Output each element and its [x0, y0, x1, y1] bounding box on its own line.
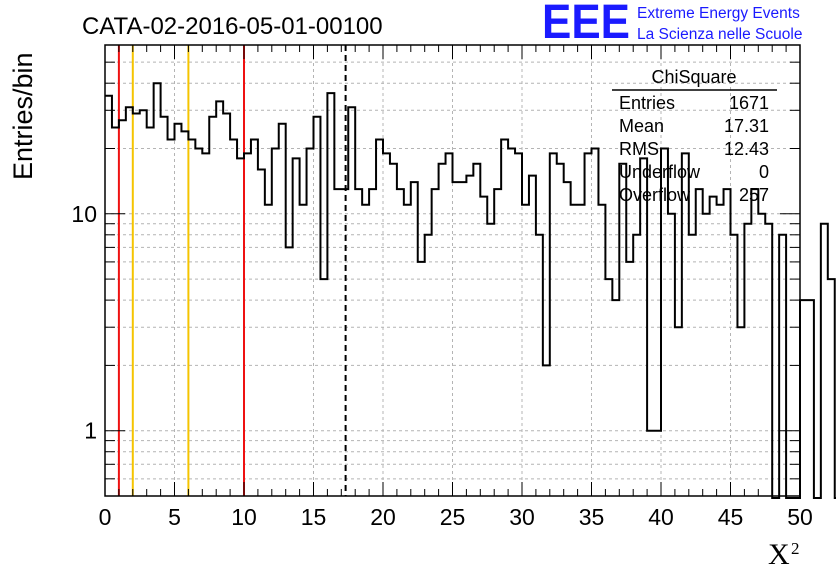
stats-value: 17.31 — [724, 116, 769, 136]
x-tick-label: 30 — [509, 504, 535, 530]
x-tick-label: 5 — [168, 504, 181, 530]
x-tick-label: 45 — [718, 504, 744, 530]
stats-label: Underflow — [619, 162, 701, 182]
stats-label: RMS — [619, 139, 659, 159]
x-tick-label: 50 — [787, 504, 813, 530]
stats-value: 257 — [739, 185, 769, 205]
x-tick-label: 0 — [99, 504, 112, 530]
x-tick-label: 25 — [440, 504, 466, 530]
y-tick-label: 10 — [71, 201, 97, 227]
axis-ticks — [104, 44, 801, 497]
x-tick-labels: 0 5 10 15 20 25 30 35 40 45 50 — [99, 504, 813, 530]
stats-label: Mean — [619, 116, 664, 136]
y-axis-title: Entries/bin — [8, 52, 38, 180]
stats-title: ChiSquare — [651, 67, 736, 87]
x-axis-title: X 2 — [768, 538, 800, 571]
stats-value: 0 — [759, 162, 769, 182]
x-tick-label: 35 — [579, 504, 605, 530]
y-tick-label: 1 — [84, 418, 97, 444]
stats-label: Entries — [619, 93, 675, 113]
x-tick-label: 40 — [648, 504, 674, 530]
eee-logo-mark: EEE — [542, 0, 630, 49]
stats-label: Overflow — [619, 185, 691, 205]
histogram-outline — [105, 82, 836, 499]
logo-line-1: Extreme Energy Events — [637, 5, 800, 22]
y-tick-labels: 1 10 — [71, 201, 97, 444]
stats-box: ChiSquare Entries 1671 Mean 17.31 RMS 12.43 Un… — [612, 67, 777, 205]
chart-title: CATA-02-2016-05-01-00100 — [82, 13, 383, 40]
eee-logo: EEE Extreme Energy Events La Scienza nel… — [542, 0, 802, 49]
x-axis-title-superscript: 2 — [791, 539, 800, 558]
grid-lines — [105, 44, 800, 497]
stats-value: 1671 — [729, 93, 769, 113]
x-tick-label: 10 — [231, 504, 257, 530]
x-axis-title-symbol: X — [768, 538, 790, 571]
x-tick-label: 20 — [370, 504, 396, 530]
reference-lines — [117, 45, 347, 496]
stats-value: 12.43 — [724, 139, 769, 159]
x-tick-label: 15 — [301, 504, 327, 530]
logo-line-2: La Scienza nelle Scuole — [637, 26, 802, 43]
